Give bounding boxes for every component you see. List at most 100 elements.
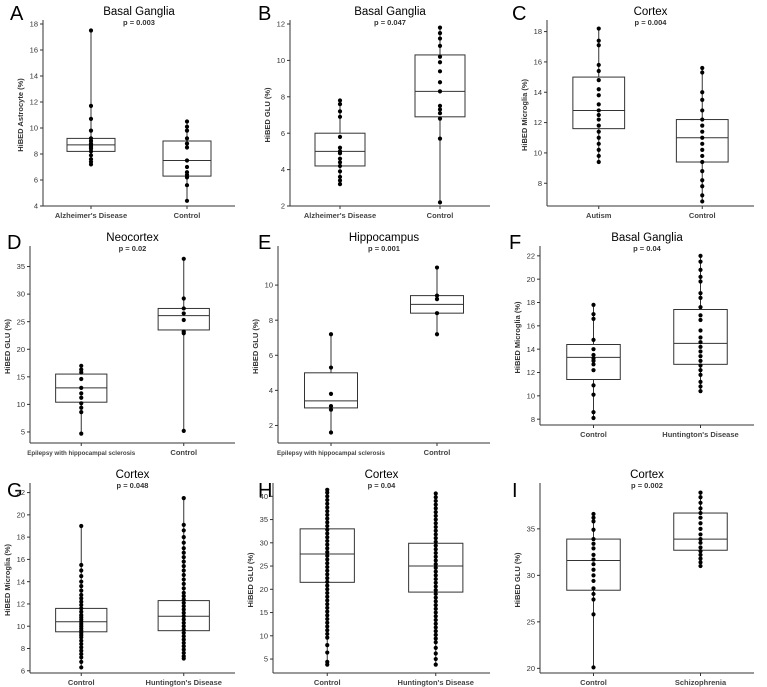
data-point [181,428,186,433]
data-point [79,648,84,653]
data-point [698,313,703,318]
data-point [181,614,186,619]
data-point [181,306,186,311]
data-point [433,610,438,615]
box-1 [157,256,210,433]
data-point [591,597,596,602]
data-point [325,561,330,566]
data-point [698,291,703,296]
data-point [79,584,84,589]
data-point [698,305,703,310]
data-point [184,124,190,129]
data-point [698,328,703,333]
data-point [325,523,330,529]
data-point [325,535,330,540]
y-tick-label: 35 [260,515,268,524]
data-point [591,573,596,578]
data-point [433,510,438,515]
data-point [88,162,94,167]
y-tick-label: 10 [17,400,25,409]
data-point [700,135,705,140]
panel-label: D [7,232,21,254]
data-point [433,591,438,597]
data-point [433,640,438,645]
p-value: p = 0.04 [633,244,662,253]
data-point [591,347,596,352]
data-point [433,636,438,641]
data-point [79,363,84,368]
x-category-label: Schizophrenia [675,678,727,687]
p-value: p = 0.047 [374,18,406,27]
panel-title: Cortex [116,469,150,481]
data-point [325,538,330,544]
data-point [700,97,705,102]
data-point [79,596,84,601]
data-point [325,602,330,607]
data-point [325,643,330,648]
data-point [698,368,703,373]
box-1 [157,496,210,661]
data-point [700,184,705,189]
data-point [433,617,438,623]
data-point [698,536,703,542]
data-point [700,141,705,146]
data-point [591,562,596,567]
data-point [591,586,596,591]
y-tick-label: 18 [30,20,38,29]
data-point [88,28,94,33]
y-tick-label: 10 [534,149,542,158]
data-point [433,558,438,563]
y-tick-label: 14 [30,72,38,81]
panel-title: Basal Ganglia [103,6,175,18]
data-point [181,563,186,569]
y-tick-label: 4 [269,386,273,395]
data-point [337,98,343,103]
data-point [79,638,84,643]
panel-title: Cortex [365,469,399,481]
y-tick-label: 2 [269,421,273,430]
p-value: p = 0.002 [631,481,663,490]
data-point [591,536,596,542]
data-point [433,614,438,619]
data-point [325,609,330,614]
data-point [700,90,705,95]
data-point [181,540,186,545]
data-point [698,526,703,531]
data-point [325,624,330,629]
data-point [698,552,703,557]
data-point [181,311,186,316]
data-point [181,546,186,551]
data-point [184,198,190,203]
data-point [433,573,438,578]
y-tick-label: 16 [17,555,25,564]
data-point [591,591,596,597]
data-point [79,641,84,647]
data-point [698,274,703,279]
data-point [698,344,703,349]
data-point [79,645,84,650]
x-category-label: Control [68,678,95,687]
x-category-label: Huntington's Disease [146,678,222,687]
data-point [591,519,596,524]
data-point [433,599,438,604]
y-tick-label: 12 [17,600,25,609]
data-point [433,580,438,585]
data-point [591,383,596,388]
data-point [325,587,330,592]
data-point [79,606,84,611]
y-tick-label: 12 [527,368,535,377]
x-category-label: Epilepsy with hippocampal sclerosis [27,450,136,457]
data-point [181,637,186,642]
data-point [325,605,330,611]
data-point [181,581,186,586]
data-point [437,54,443,59]
data-point [433,632,438,637]
data-point [79,609,84,614]
data-point [181,594,186,599]
y-tick-label: 20 [527,275,535,284]
data-point [79,385,84,390]
data-point [181,586,186,591]
data-point [700,147,705,152]
data-point [591,515,596,520]
